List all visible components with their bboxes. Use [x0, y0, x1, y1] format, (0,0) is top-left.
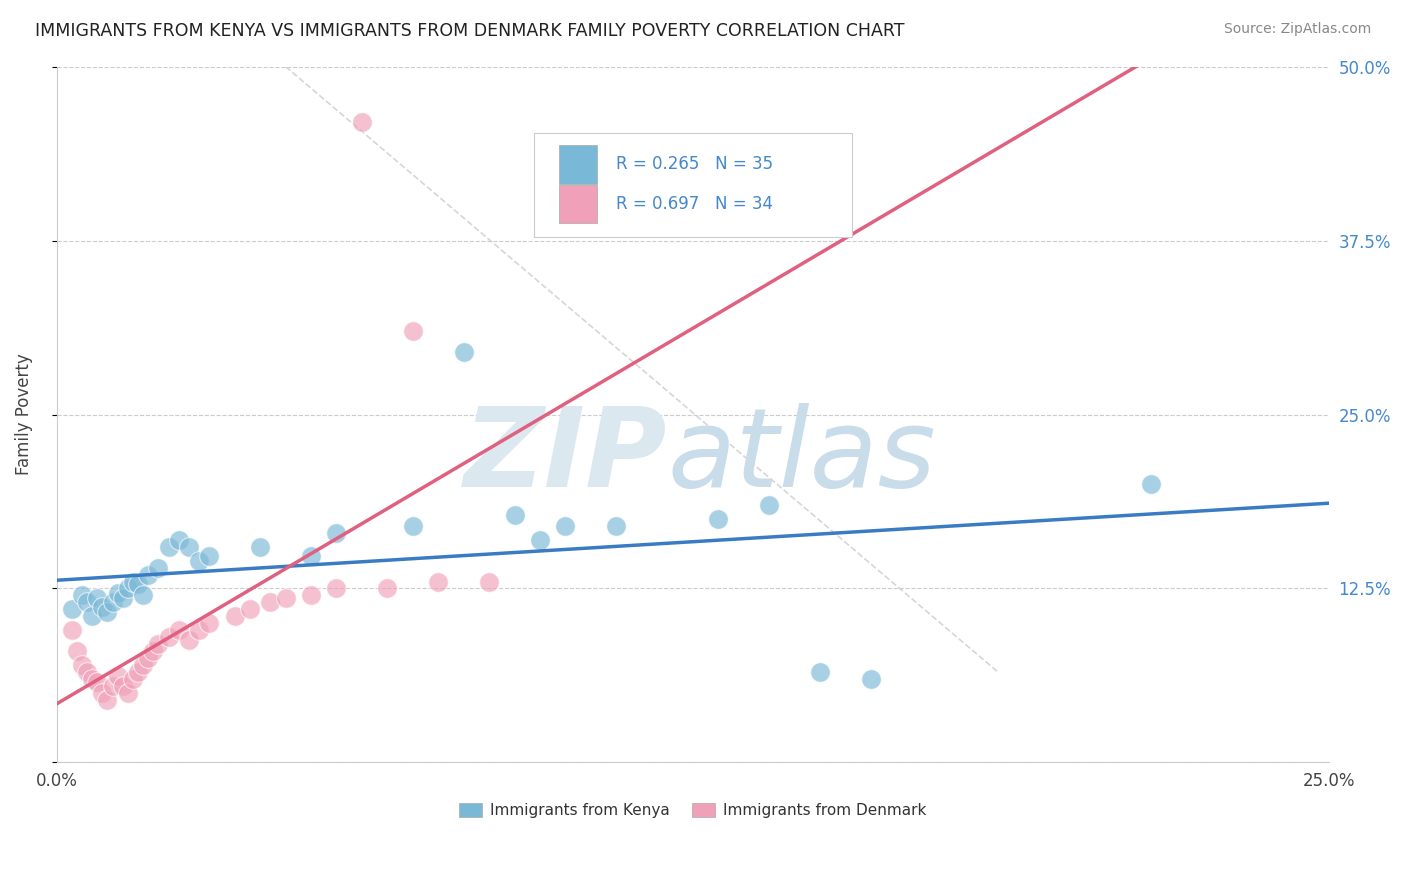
Point [148, 560, 170, 574]
Point [198, 549, 221, 564]
Point [299, 589, 322, 603]
Point [66, 644, 89, 658]
Point [70, 589, 93, 603]
Point [136, 567, 159, 582]
Point [91, 599, 114, 614]
Point [86, 591, 108, 606]
Point [127, 577, 149, 591]
Text: atlas: atlas [668, 403, 936, 509]
Point [136, 651, 159, 665]
Point [274, 591, 297, 606]
Point [325, 582, 347, 596]
Point [157, 540, 180, 554]
Point [605, 519, 627, 533]
Point [402, 324, 425, 338]
Point [239, 602, 262, 616]
Point [554, 519, 576, 533]
Point [503, 508, 526, 522]
Text: ZIP: ZIP [464, 403, 668, 509]
Point [132, 658, 155, 673]
Point [350, 115, 373, 129]
Point [167, 533, 190, 547]
Point [96, 693, 118, 707]
Point [259, 595, 281, 609]
Point [375, 582, 398, 596]
Point [427, 574, 450, 589]
Point [167, 624, 190, 638]
Point [107, 585, 129, 599]
Point [82, 609, 104, 624]
Point [707, 512, 730, 526]
Point [111, 679, 134, 693]
Point [188, 554, 211, 568]
Point [808, 665, 831, 679]
Text: R = 0.265   N = 35: R = 0.265 N = 35 [616, 155, 773, 173]
Point [91, 686, 114, 700]
Point [117, 582, 139, 596]
Point [101, 679, 124, 693]
Point [76, 665, 98, 679]
Point [76, 595, 98, 609]
Point [758, 498, 780, 512]
Text: Source: ZipAtlas.com: Source: ZipAtlas.com [1223, 22, 1371, 37]
Point [177, 632, 200, 647]
Point [132, 589, 155, 603]
Point [148, 637, 170, 651]
Point [127, 665, 149, 679]
Legend: Immigrants from Kenya, Immigrants from Denmark: Immigrants from Kenya, Immigrants from D… [453, 797, 932, 824]
Point [82, 672, 104, 686]
Point [177, 540, 200, 554]
Point [111, 591, 134, 606]
Point [122, 672, 145, 686]
Bar [560, 185, 598, 223]
Point [453, 344, 475, 359]
Point [70, 658, 93, 673]
Y-axis label: Family Poverty: Family Poverty [15, 353, 32, 475]
FancyBboxPatch shape [534, 133, 852, 237]
Point [157, 630, 180, 644]
Point [122, 574, 145, 589]
Point [478, 574, 501, 589]
Point [188, 624, 211, 638]
Point [117, 686, 139, 700]
Point [1139, 477, 1161, 491]
Point [325, 525, 347, 540]
Text: R = 0.697   N = 34: R = 0.697 N = 34 [616, 195, 773, 213]
Point [60, 624, 83, 638]
Text: IMMIGRANTS FROM KENYA VS IMMIGRANTS FROM DENMARK FAMILY POVERTY CORRELATION CHAR: IMMIGRANTS FROM KENYA VS IMMIGRANTS FROM… [35, 22, 904, 40]
Point [249, 540, 271, 554]
Point [224, 609, 246, 624]
Point [142, 644, 165, 658]
Point [859, 672, 882, 686]
Point [101, 595, 124, 609]
Bar [560, 145, 598, 184]
Point [96, 605, 118, 619]
Point [107, 669, 129, 683]
Point [299, 549, 322, 564]
Point [60, 602, 83, 616]
Point [86, 674, 108, 689]
Point [402, 519, 425, 533]
Point [198, 616, 221, 631]
Point [529, 533, 551, 547]
